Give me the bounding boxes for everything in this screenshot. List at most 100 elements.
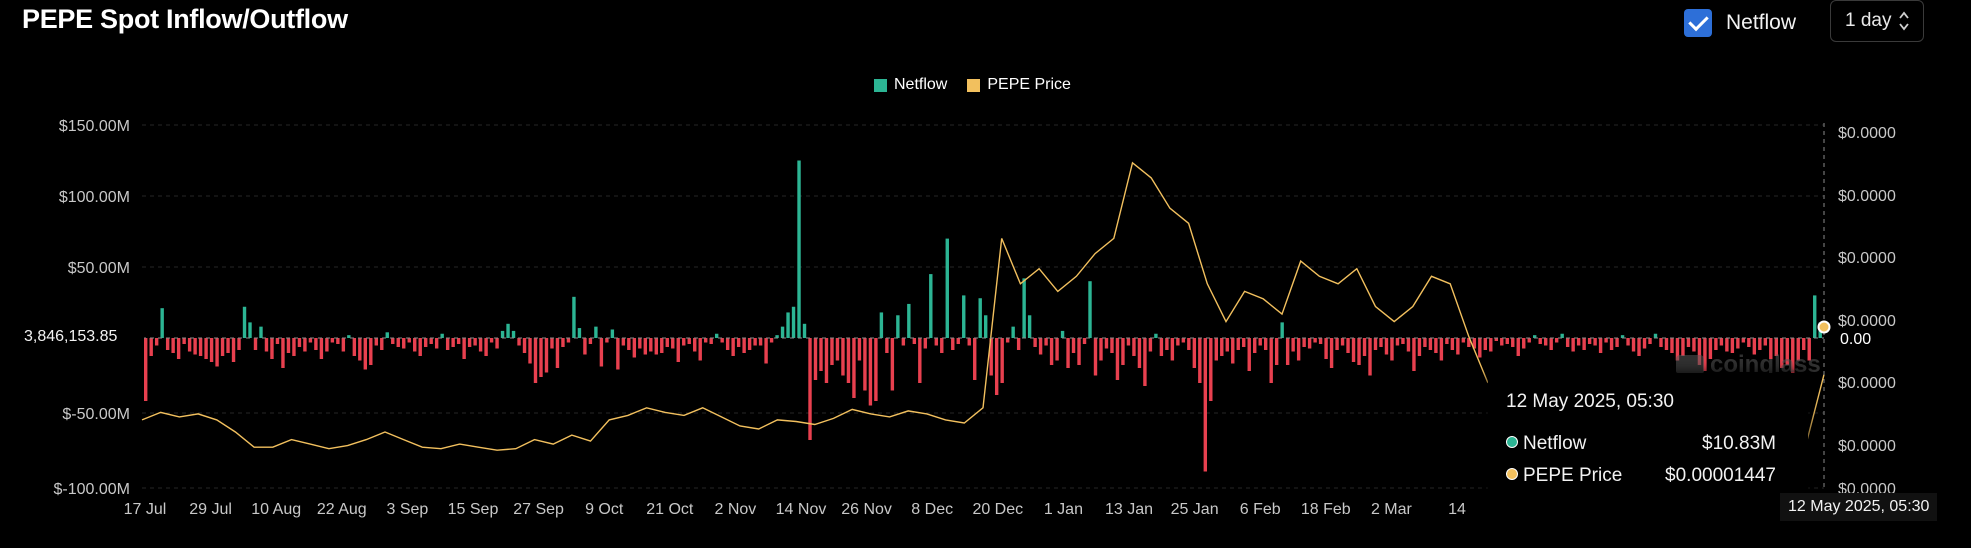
- x-tick: 1 Jan: [1044, 501, 1083, 518]
- netflow-bar: [380, 338, 384, 350]
- netflow-bar: [193, 338, 197, 355]
- netflow-bar: [1516, 338, 1520, 356]
- netflow-toggle[interactable]: Netflow: [1684, 8, 1796, 38]
- netflow-bar: [643, 338, 648, 355]
- netflow-bar: [319, 338, 324, 359]
- x-tick: 26 Nov: [841, 501, 892, 518]
- chevron-updown-icon: [1899, 11, 1909, 31]
- netflow-bar: [1099, 338, 1103, 361]
- netflow-bar: [369, 338, 373, 365]
- netflow-bar: [797, 160, 801, 338]
- interval-select[interactable]: 1 day: [1830, 0, 1924, 42]
- netflow-bar: [1697, 338, 1702, 365]
- netflow-bar: [945, 238, 949, 338]
- x-tick: 14: [1448, 501, 1466, 518]
- netflow-bar: [198, 338, 203, 356]
- netflow-bar: [242, 306, 247, 338]
- netflow-bar: [1296, 338, 1301, 361]
- netflow-bar: [1148, 338, 1153, 352]
- y-left-tick: $50.00M: [68, 260, 130, 277]
- netflow-bar: [1417, 338, 1422, 356]
- x-tick: 29 Jul: [189, 501, 232, 518]
- tooltip-label-netflow: Netflow: [1523, 433, 1587, 454]
- netflow-dot-icon: [1506, 436, 1518, 448]
- x-tick: 14 Nov: [776, 501, 827, 518]
- netflow-bar: [1016, 338, 1021, 350]
- netflow-bar: [725, 338, 730, 350]
- netflow-bar: [1121, 338, 1125, 365]
- netflow-bar: [632, 338, 637, 358]
- netflow-bar: [605, 338, 609, 343]
- netflow-bar: [561, 338, 565, 347]
- netflow-bar: [176, 338, 181, 359]
- legend-item-netflow[interactable]: Netflow: [874, 76, 947, 94]
- netflow-bar: [1126, 338, 1131, 346]
- netflow-bar: [929, 274, 933, 338]
- netflow-bar: [698, 338, 702, 361]
- netflow-bar: [1686, 338, 1691, 347]
- netflow-bar: [429, 338, 433, 344]
- netflow-bar: [154, 338, 159, 346]
- netflow-bar: [1456, 338, 1460, 355]
- netflow-bar: [824, 338, 829, 383]
- tooltip-row-netflow: Netflow $10.83M: [1506, 433, 1776, 455]
- netflow-bar: [1104, 338, 1109, 349]
- netflow-bar: [434, 338, 439, 349]
- netflow-bar: [1478, 338, 1482, 358]
- netflow-bar: [627, 338, 631, 350]
- netflow-bar: [1653, 333, 1658, 338]
- x-tick: 10 Aug: [251, 501, 301, 518]
- y-right-tick: $0.0000: [1838, 188, 1896, 205]
- netflow-bar: [1384, 338, 1389, 355]
- netflow-bar: [325, 338, 329, 352]
- netflow-bar: [835, 338, 840, 361]
- y-right-zero-label: 0.00: [1840, 331, 1871, 348]
- legend-item-price[interactable]: PEPE Price: [967, 76, 1071, 94]
- netflow-bar: [1620, 335, 1625, 338]
- netflow-bar: [786, 312, 790, 338]
- x-tick: 20 Dec: [972, 501, 1023, 518]
- netflow-bar: [830, 338, 834, 365]
- netflow-bar: [1659, 338, 1663, 347]
- netflow-bar: [1401, 338, 1405, 344]
- netflow-bar: [616, 338, 620, 370]
- netflow-bar: [1022, 278, 1026, 338]
- netflow-bar: [1187, 338, 1191, 350]
- netflow-bar: [714, 333, 719, 338]
- netflow-bar: [424, 338, 428, 347]
- netflow-bar: [1005, 338, 1010, 343]
- netflow-checkbox[interactable]: [1684, 9, 1712, 37]
- netflow-bar: [1038, 338, 1043, 355]
- netflow-bar: [1280, 322, 1284, 338]
- x-tick: 3 Sep: [386, 501, 428, 518]
- y-axis-right: $0.0000 $0.0000 $0.0000 $0.0000 $0.0000 $0.00…: [1838, 125, 1896, 498]
- netflow-bar: [1692, 338, 1696, 352]
- y-left-tick: $100.00M: [59, 189, 130, 206]
- netflow-bar: [813, 338, 818, 380]
- netflow-bar: [1500, 338, 1504, 346]
- x-tick: 2 Mar: [1371, 501, 1413, 518]
- netflow-bar: [1758, 338, 1762, 350]
- netflow-bar: [1483, 338, 1488, 350]
- netflow-bar: [1274, 338, 1279, 365]
- netflow-bar: [1604, 338, 1608, 343]
- netflow-bar: [863, 338, 867, 391]
- netflow-bar: [1560, 333, 1564, 338]
- netflow-bar: [1318, 338, 1323, 344]
- netflow-bar: [467, 338, 472, 347]
- netflow-bar: [1428, 338, 1433, 350]
- netflow-bar: [495, 338, 499, 349]
- x-tick: 15 Sep: [448, 501, 499, 518]
- netflow-bar: [1088, 281, 1092, 338]
- legend-swatch-price: [967, 78, 981, 92]
- netflow-bar: [1522, 338, 1526, 349]
- netflow-bar: [857, 338, 862, 361]
- netflow-bar: [671, 338, 675, 349]
- price-dot-icon: [1506, 468, 1518, 480]
- netflow-bar: [566, 338, 571, 343]
- netflow-bar: [165, 338, 170, 350]
- netflow-bar: [1714, 338, 1718, 350]
- netflow-bar: [1670, 338, 1674, 353]
- netflow-bar: [1269, 338, 1273, 383]
